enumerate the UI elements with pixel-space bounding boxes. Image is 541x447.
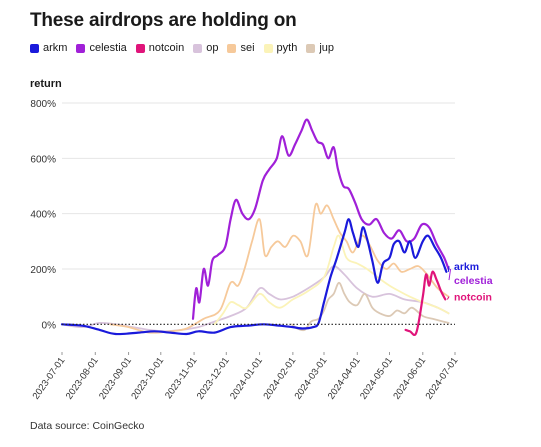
legend-item-jup[interactable]: jup xyxy=(306,42,334,54)
legend-item-pyth[interactable]: pyth xyxy=(263,42,298,54)
series-line-arkm xyxy=(60,218,448,336)
y-axis-title: return xyxy=(30,78,62,90)
series-line-jup xyxy=(290,281,450,332)
legend-swatch-op xyxy=(193,43,203,53)
legend-label: celestia xyxy=(89,42,127,54)
series-line-pyth xyxy=(213,234,450,326)
end-label-leader-arkm xyxy=(447,266,450,272)
legend-label: jup xyxy=(319,42,335,54)
x-tick-label: 2024-04-01 xyxy=(326,355,363,401)
legend-swatch-arkm xyxy=(30,43,39,53)
legend-label: arkm xyxy=(43,42,68,54)
end-label-notcoin: notcoin xyxy=(454,292,492,304)
x-tick-label: 2023-07-01 xyxy=(31,355,68,401)
legend-swatch-jup xyxy=(306,43,316,53)
x-tick-label: 2023-11-01 xyxy=(163,355,199,401)
legend-item-celestia[interactable]: celestia xyxy=(76,42,127,54)
x-tick-label: 2023-12-01 xyxy=(195,355,232,401)
series-line-notcoin xyxy=(404,270,447,336)
end-label-leader-notcoin xyxy=(446,296,450,300)
end-label-arkm: arkm xyxy=(454,261,479,273)
legend-label: sei xyxy=(240,42,255,54)
data-source: Data source: CoinGecko xyxy=(30,420,145,432)
series-line-sei xyxy=(109,202,450,334)
legend-item-op[interactable]: op xyxy=(193,42,218,54)
legend-swatch-celestia xyxy=(76,43,86,53)
legend-item-arkm[interactable]: arkm xyxy=(30,42,67,54)
end-label-leader-celestia xyxy=(448,268,452,281)
x-tick-label: 2023-08-01 xyxy=(64,355,101,401)
legend-swatch-sei xyxy=(227,43,237,53)
y-tick-label: 600% xyxy=(30,154,56,165)
series-line-op xyxy=(61,265,450,333)
y-tick-label: 800% xyxy=(30,99,56,110)
legend-label: pyth xyxy=(276,42,298,54)
series-line-celestia xyxy=(191,118,450,320)
y-tick-label: 200% xyxy=(30,265,56,276)
x-tick-label: 2023-10-01 xyxy=(129,355,166,401)
legend-item-sei[interactable]: sei xyxy=(227,42,255,54)
legend-swatch-notcoin xyxy=(135,43,145,53)
y-tick-label: 0% xyxy=(42,320,57,331)
x-tick-label: 2023-09-01 xyxy=(97,355,134,401)
x-tick-label: 2024-01-01 xyxy=(228,355,265,401)
y-tick-label: 400% xyxy=(30,210,56,221)
x-tick-label: 2024-03-01 xyxy=(293,355,330,401)
legend: arkm celestia notcoin op sei pyth jup xyxy=(30,42,334,54)
x-tick-label: 2024-05-01 xyxy=(358,355,395,401)
chart-title: These airdrops are holding on xyxy=(30,10,297,31)
legend-label: notcoin xyxy=(148,42,185,54)
legend-label: op xyxy=(206,42,219,54)
legend-swatch-pyth xyxy=(263,43,273,53)
x-tick-label: 2024-07-01 xyxy=(424,355,461,401)
legend-item-notcoin[interactable]: notcoin xyxy=(135,42,185,54)
end-label-celestia: celestia xyxy=(454,275,493,287)
x-tick-label: 2024-06-01 xyxy=(391,355,428,401)
